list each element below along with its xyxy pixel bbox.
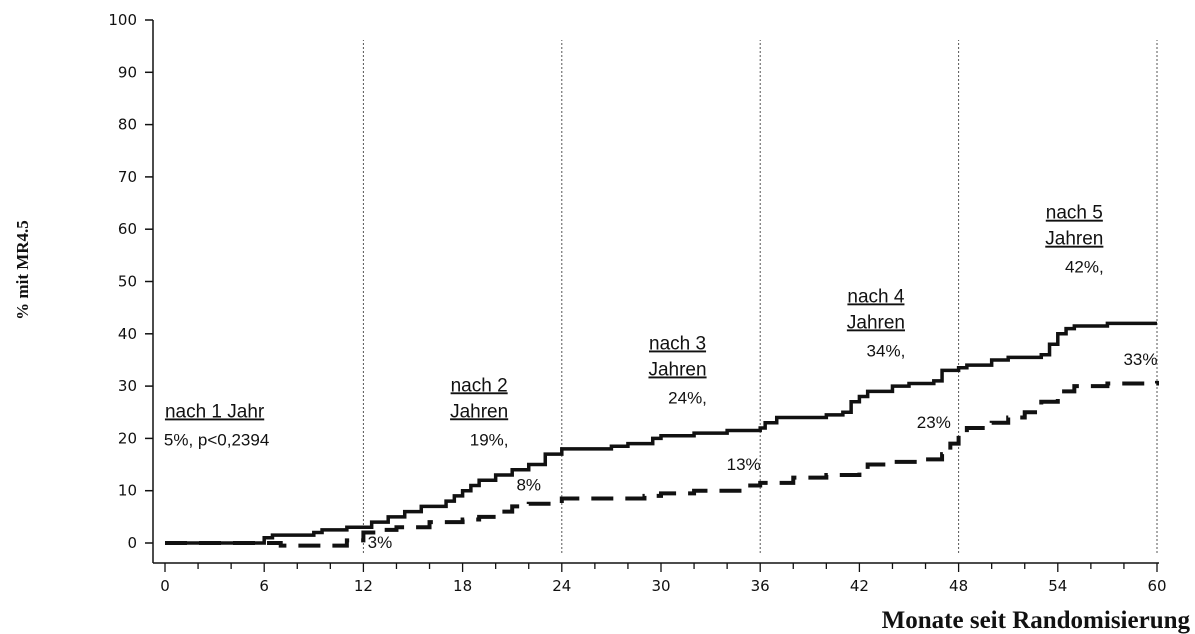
x-tick-label: 54	[1048, 577, 1067, 595]
y-axis-title: % mit MR4.5	[13, 220, 32, 320]
annotation-heading: Jahren	[648, 359, 706, 380]
x-tick-label: 0	[160, 577, 170, 595]
y-tick-label: 100	[108, 11, 137, 29]
annotation: nach 3 Jahren 24%,	[648, 333, 706, 407]
y-tick-label: 0	[127, 534, 137, 552]
y-tick-label: 90	[118, 63, 137, 81]
point-label: 8%	[516, 476, 541, 495]
annotation: nach 1 Jahr 5%, p<0,2394	[164, 401, 269, 449]
point-label: 33%	[1123, 350, 1157, 369]
annotation-value: 19%,	[470, 430, 509, 449]
annotation-heading: Jahren	[450, 401, 508, 422]
dashed-series-line	[165, 380, 1159, 548]
y-tick-labels: 0 10 20 30 40 50 60 70 80 90 100	[108, 11, 137, 552]
x-tick-label: 6	[259, 577, 269, 595]
y-tick-label: 40	[118, 325, 137, 343]
annotation-heading: nach 1 Jahr	[165, 401, 265, 422]
y-tick-label: 30	[118, 377, 137, 395]
annotation-heading: Jahren	[1045, 229, 1103, 250]
x-tick-labels: 0 6 12 18 24 30 36 42 48 54 60	[160, 577, 1166, 595]
point-label: 23%	[917, 413, 951, 432]
y-tick-label: 70	[118, 168, 137, 186]
annotation-value: 42%,	[1065, 258, 1104, 277]
annotation-value: 24%,	[668, 388, 707, 407]
x-tick-label: 30	[651, 577, 670, 595]
x-tick-label: 48	[949, 577, 968, 595]
axes	[145, 19, 1159, 572]
x-tick-label: 42	[850, 577, 869, 595]
x-tick-label: 36	[751, 577, 770, 595]
y-tick-label: 10	[118, 482, 137, 500]
annotation: nach 5 Jahren 42%,	[1045, 203, 1103, 277]
annotation: nach 4 Jahren 34%,	[847, 286, 905, 360]
annotation-value: 34%,	[867, 341, 906, 360]
x-tick-label: 12	[354, 577, 373, 595]
x-axis-title: Monate seit Randomisierung	[882, 607, 1191, 634]
annotation-heading: nach 2	[451, 375, 508, 396]
annotation-heading: Jahren	[847, 312, 905, 333]
annotation-heading: nach 5	[1046, 203, 1103, 224]
annotation-heading: nach 4	[847, 286, 904, 307]
x-tick-label: 18	[453, 577, 472, 595]
point-label: 3%	[368, 533, 393, 552]
y-tick-label: 20	[118, 429, 137, 447]
annotation: nach 2 Jahren 19%,	[450, 375, 508, 449]
y-tick-label: 50	[118, 273, 137, 291]
point-labels: 3% 8% 13% 23% 33%	[368, 350, 1158, 552]
series-lines	[165, 321, 1159, 548]
annotation-value: 5%, p<0,2394	[164, 430, 269, 449]
reference-lines	[362, 40, 1158, 553]
x-tick-label: 60	[1147, 577, 1166, 595]
annotation-heading: nach 3	[649, 333, 706, 354]
y-tick-label: 80	[118, 116, 137, 134]
x-tick-label: 24	[552, 577, 571, 595]
point-label: 13%	[727, 455, 761, 474]
y-tick-label: 60	[118, 220, 137, 238]
solid-series-line	[165, 321, 1157, 545]
